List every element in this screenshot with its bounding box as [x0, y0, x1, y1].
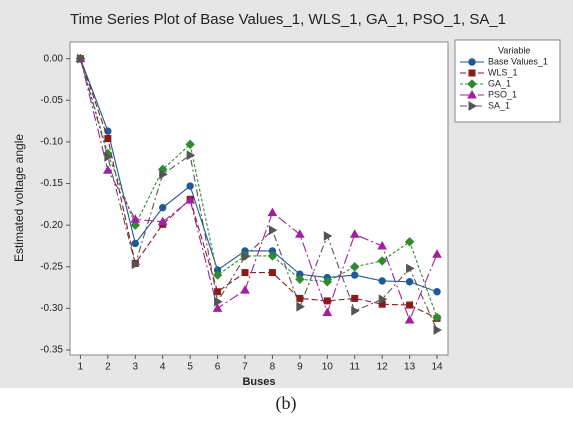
- data-point: [104, 127, 112, 135]
- data-point: [159, 169, 168, 180]
- data-point: [186, 150, 196, 161]
- data-point: [406, 263, 415, 274]
- data-point: [104, 135, 112, 143]
- data-point: [432, 249, 442, 258]
- data-point: [185, 195, 196, 204]
- data-point: [404, 315, 415, 324]
- legend-marker: [467, 89, 477, 99]
- x-tick-label: 10: [322, 362, 334, 373]
- x-tick-label: 9: [297, 362, 303, 373]
- x-axis-label: Buses: [242, 376, 275, 388]
- x-tick-label: 2: [105, 362, 111, 373]
- x-tick-label: 1: [78, 362, 84, 373]
- x-tick-label: 3: [133, 362, 139, 373]
- data-point: [212, 270, 223, 280]
- data-point: [267, 207, 278, 217]
- plot-area: [69, 41, 449, 356]
- data-point: [378, 277, 386, 285]
- data-point: [185, 139, 195, 150]
- y-tick-label: -0.25: [40, 261, 63, 272]
- legend-marker: [467, 79, 477, 89]
- data-point: [296, 301, 305, 312]
- legend-label: PSO_1: [488, 89, 517, 99]
- series-line: [79, 58, 438, 331]
- legend-label: SA_1: [488, 100, 510, 110]
- x-tick-label: 7: [242, 362, 248, 373]
- x-tick-label: 11: [350, 362, 361, 373]
- data-point: [351, 294, 359, 302]
- data-point: [186, 182, 194, 190]
- data-point: [323, 231, 333, 241]
- x-tick-label: 6: [215, 362, 221, 373]
- data-point: [351, 271, 359, 279]
- data-point: [295, 274, 305, 284]
- data-point: [404, 237, 415, 247]
- x-tick-label: 4: [160, 362, 166, 373]
- data-point: [159, 203, 167, 212]
- chart-title: Time Series Plot of Base Values_1, WLS_1…: [70, 11, 506, 28]
- legend-label: Base Values_1: [488, 56, 548, 66]
- data-point: [131, 259, 141, 270]
- series-line: [79, 58, 438, 318]
- data-point: [351, 306, 360, 316]
- caption: (b): [276, 393, 297, 414]
- x-tick-label: 5: [187, 362, 193, 373]
- y-axis-label: Estimated voltage angle: [12, 134, 26, 262]
- data-point: [130, 214, 141, 223]
- legend-marker: [468, 58, 476, 66]
- x-tick-label: 12: [377, 362, 389, 373]
- y-tick-label: -0.35: [40, 345, 63, 356]
- data-point: [241, 251, 251, 262]
- y-tick-label: -0.10: [40, 137, 63, 148]
- y-tick-label: -0.30: [40, 303, 63, 314]
- series-line: [79, 58, 438, 319]
- data-point: [406, 301, 414, 309]
- data-point: [240, 285, 250, 294]
- data-point: [267, 251, 278, 261]
- legend-label: GA_1: [488, 78, 511, 88]
- data-point: [323, 297, 331, 305]
- legend-marker: [468, 101, 478, 111]
- x-tick-label: 8: [270, 362, 276, 373]
- data-point: [377, 240, 388, 250]
- legend-marker: [468, 69, 476, 77]
- data-point: [405, 278, 414, 286]
- data-point: [349, 229, 360, 238]
- data-point: [131, 239, 139, 248]
- y-tick-label: -0.15: [40, 178, 63, 189]
- data-point: [214, 296, 223, 307]
- x-tick-label: 14: [431, 362, 443, 373]
- data-point: [214, 288, 222, 296]
- data-point: [432, 312, 442, 323]
- data-point: [76, 53, 86, 64]
- legend-label: WLS_1: [488, 67, 518, 77]
- data-point: [241, 269, 249, 277]
- data-point: [295, 229, 305, 238]
- data-point: [157, 216, 168, 226]
- data-point: [212, 303, 223, 312]
- data-point: [268, 269, 276, 277]
- data-point: [130, 220, 140, 230]
- series-line: [79, 58, 438, 322]
- y-tick-label: -0.20: [40, 220, 63, 231]
- y-tick-label: 0.00: [44, 53, 64, 64]
- data-point: [322, 307, 333, 317]
- data-point: [433, 288, 441, 296]
- data-point: [350, 262, 360, 272]
- data-point: [433, 325, 443, 335]
- x-tick-label: 13: [404, 362, 416, 373]
- data-point: [102, 165, 113, 174]
- data-point: [377, 256, 387, 266]
- data-point: [322, 277, 333, 287]
- data-point: [104, 152, 113, 162]
- y-tick-label: -0.05: [40, 95, 63, 106]
- legend-title: Variable: [498, 45, 530, 55]
- data-point: [378, 294, 388, 305]
- data-point: [268, 225, 278, 235]
